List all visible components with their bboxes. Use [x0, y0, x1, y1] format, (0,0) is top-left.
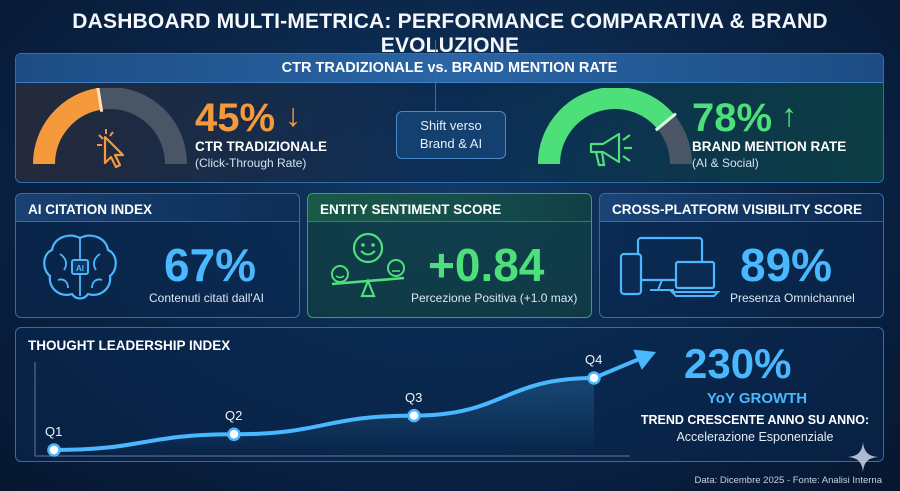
cross-platform-header: CROSS-PLATFORM VISIBILITY SCORE [612, 202, 863, 217]
chart-tick-label-q4: Q4 [585, 352, 603, 367]
chart-arrowhead [633, 349, 656, 370]
sentiment-value: +0.84 [428, 239, 545, 291]
ctr-gauge-marker [96, 88, 104, 112]
ai-citation-header-bar [16, 194, 299, 222]
cross-platform-caption: Presenza Omnichannel [730, 291, 855, 305]
ctr-vs-brand-panel: CTR TRADIZIONALE vs. BRAND MENTION RATE [15, 53, 884, 183]
sentiment-caption: Percezione Positiva (+1.0 max) [411, 291, 578, 305]
cursor-click-icon [97, 129, 125, 169]
ai-citation-header: AI CITATION INDEX [28, 202, 152, 217]
dashboard-title: DASHBOARD MULTI-METRICA: PERFORMANCE COM… [72, 10, 828, 57]
footer-source: Data: Dicembre 2025 - Fonte: Analisi Int… [694, 475, 882, 486]
shift-line-2: Brand & AI [419, 136, 483, 151]
ctr-value: 45% [195, 96, 276, 140]
sentiment-scale-icon [331, 232, 405, 298]
sentiment-header: ENTITY SENTIMENT SCORE [320, 202, 502, 217]
devices-icon [619, 236, 721, 297]
sparkle-icon [848, 442, 878, 472]
cross-platform-header-bar [600, 194, 883, 222]
shift-line-1: Shift verso [420, 118, 482, 133]
brand-gauge-fill [537, 88, 675, 165]
cross-platform-panel: CROSS-PLATFORM VISIBILITY SCORE 89% Pres… [599, 193, 884, 318]
ai-citation-caption: Contenuti citati dall'AI [149, 291, 265, 305]
chart-tick-label-q1: Q1 [45, 424, 63, 439]
brand-up-arrow-icon: ↑ [781, 97, 797, 133]
ai-citation-panel: AI CITATION INDEX AI 67% Contenuti citat… [15, 193, 300, 318]
panel-divider [435, 40, 436, 120]
svg-text:AI: AI [76, 264, 84, 273]
ctr-label: CTR TRADIZIONALE [195, 139, 327, 154]
thought-leadership-header: THOUGHT LEADERSHIP INDEX [28, 338, 231, 353]
growth-label: YoY GROWTH [706, 390, 808, 407]
trend-title: TREND CRESCENTE ANNO SU ANNO: [640, 413, 870, 427]
chart-point-q4 [587, 371, 601, 385]
brand-label: BRAND MENTION RATE [692, 139, 847, 154]
brand-value: 78% [692, 96, 773, 140]
shift-badge: Shift verso Brand & AI [396, 111, 506, 159]
sentiment-header-bar [308, 194, 591, 222]
chart-point-q2 [227, 427, 241, 442]
ctr-panel-header: CTR TRADIZIONALE vs. BRAND MENTION RATE [16, 54, 883, 83]
entity-sentiment-panel: ENTITY SENTIMENT SCORE +0.84 Percezione … [307, 193, 592, 318]
ctr-sublabel: (Click-Through Rate) [195, 156, 307, 170]
brand-sublabel: (AI & Social) [692, 156, 759, 170]
trend-subtitle: Accelerazione Esponenziale [676, 430, 834, 444]
brand-gauge [537, 88, 692, 165]
ctr-gauge [33, 88, 187, 165]
ai-citation-value: 67% [164, 239, 257, 291]
brand-gauge-marker [654, 112, 677, 132]
chart-point-q1 [47, 443, 61, 457]
chart-tick-label-q3: Q3 [405, 389, 423, 405]
growth-value: 230% [684, 340, 792, 387]
brain-icon: AI [43, 234, 117, 300]
chart-series-line [52, 357, 640, 452]
ctr-down-arrow-icon: ↓ [285, 97, 301, 133]
chart-tick-label-q2: Q2 [225, 408, 243, 424]
cross-platform-value: 89% [740, 239, 833, 291]
ctr-gauge-fill [33, 88, 102, 165]
chart-point-q3 [407, 408, 421, 423]
megaphone-icon [589, 132, 632, 167]
